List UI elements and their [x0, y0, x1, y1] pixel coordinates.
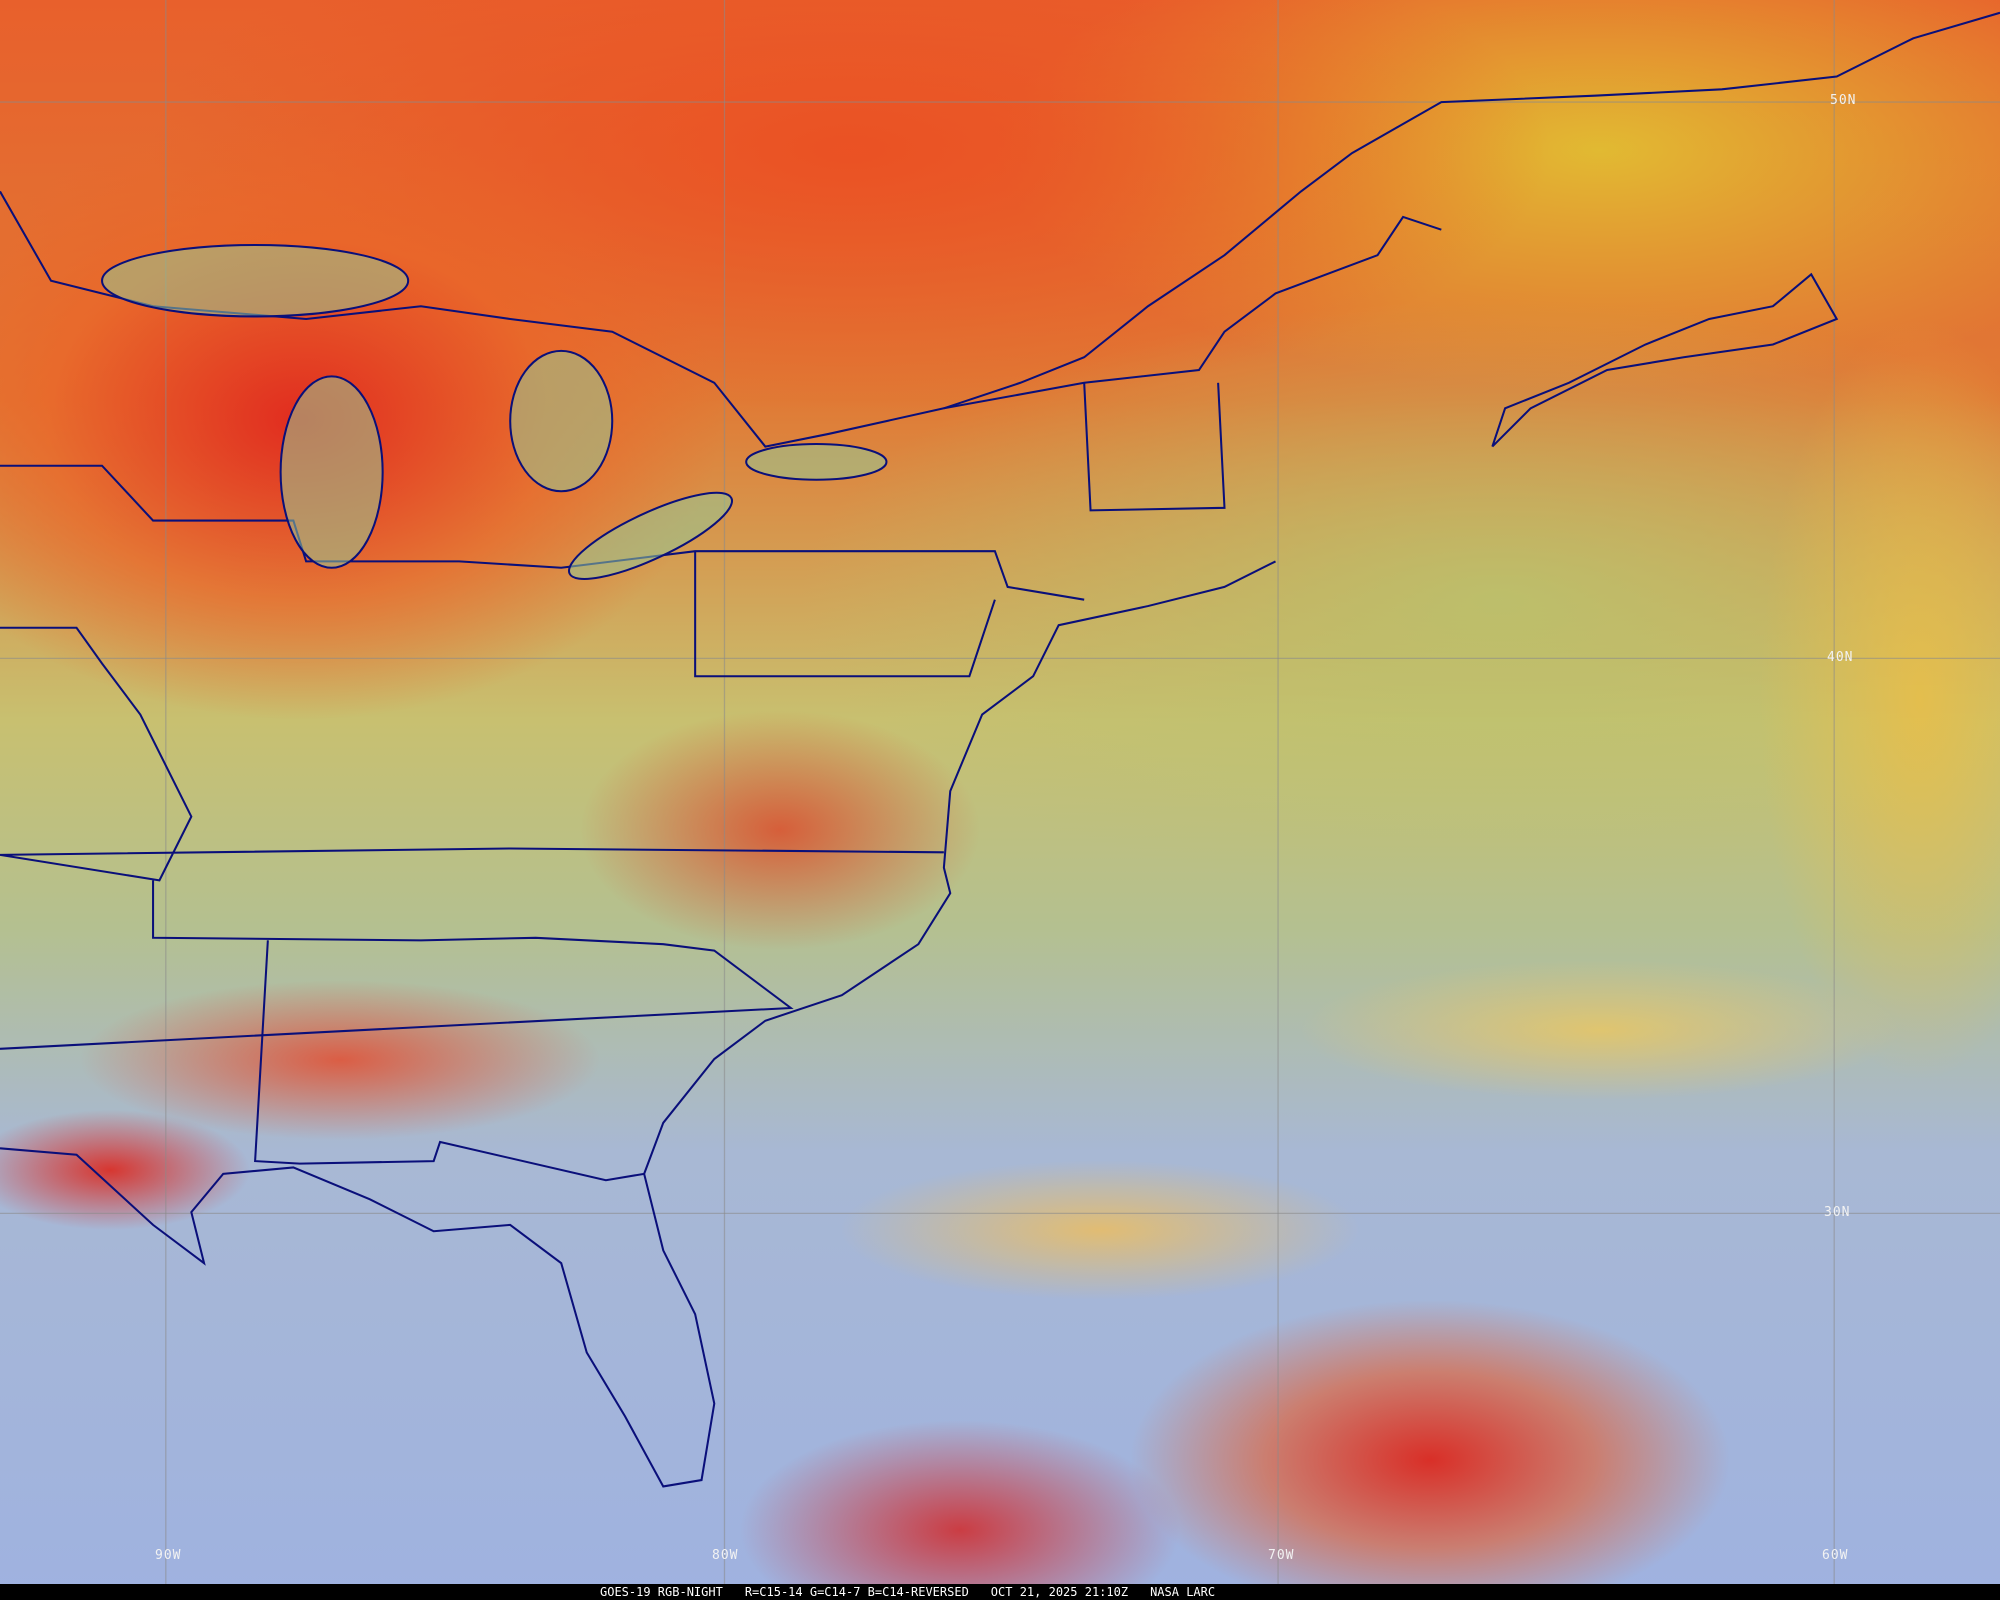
lake-superior [101, 243, 410, 318]
lon-label-80w: 80W [712, 1548, 739, 1563]
nova-scotia-outline [1491, 272, 1839, 448]
state-borders-south [0, 880, 794, 1050]
caption-text: GOES-19 RGB-NIGHT R=C15-14 G=C14-7 B=C14… [600, 1584, 1215, 1600]
lake-erie [567, 491, 734, 581]
lon-label-90w: 90W [155, 1548, 182, 1563]
new-england-borders [1083, 382, 1226, 512]
lon-label-60w: 60W [1822, 1548, 1849, 1563]
caption-satellite: GOES-19 RGB-NIGHT [600, 1585, 723, 1599]
lon-label-70w: 70W [1268, 1548, 1295, 1563]
caption-timestamp: OCT 21, 2025 21:10Z [990, 1585, 1129, 1599]
image-caption-bar: GOES-19 RGB-NIGHT R=C15-14 G=C14-7 B=C14… [0, 1584, 2000, 1600]
lat-label-30n: 30N [1824, 1205, 1851, 1220]
caption-channels: R=C15-14 G=C14-7 B=C14-REVERSED [744, 1585, 969, 1599]
canada-us-border [0, 190, 1442, 448]
state-borders-north [0, 464, 1085, 601]
lake-michigan [279, 375, 384, 569]
lat-label-40n: 40N [1827, 650, 1854, 665]
st-lawrence-coast [943, 11, 2000, 410]
lake-huron [509, 349, 614, 493]
state-borders-mid [0, 626, 944, 882]
caption-source: NASA LARC [1150, 1585, 1216, 1599]
coastlines-and-borders [0, 11, 2000, 1488]
pa-ohio-border [694, 551, 996, 678]
east-coast-outline [0, 560, 1276, 1488]
lat-label-50n: 50N [1830, 93, 1857, 108]
lake-ontario [745, 442, 888, 481]
deep-south-borders [254, 940, 645, 1182]
